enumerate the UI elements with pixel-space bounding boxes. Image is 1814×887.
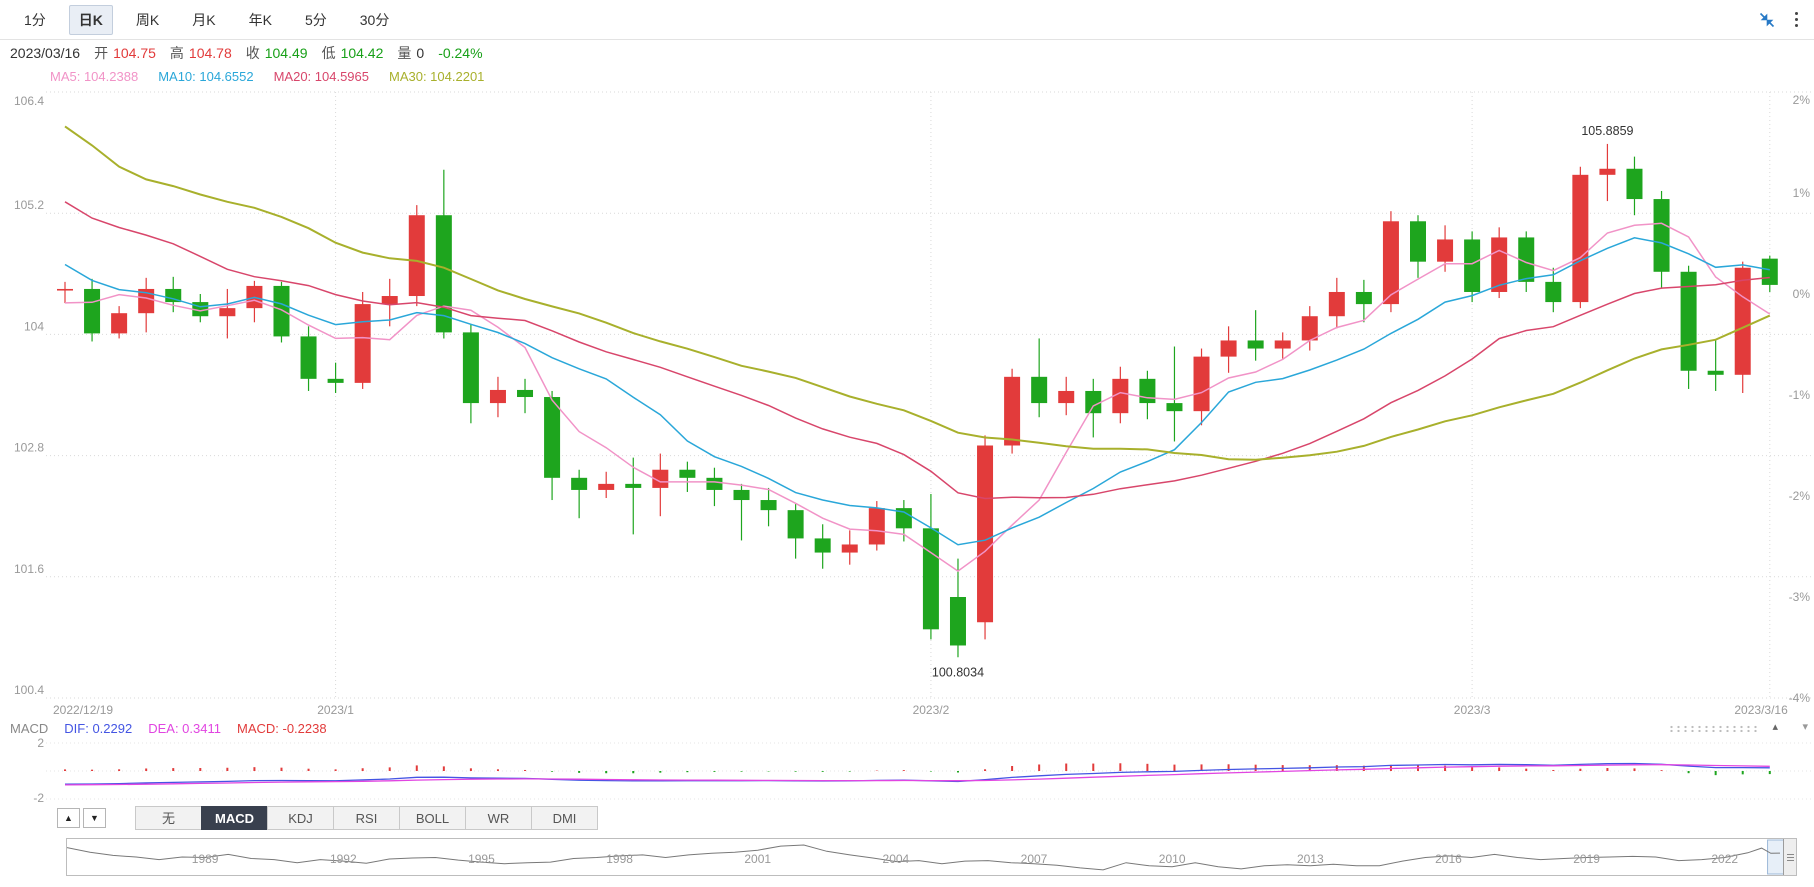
price-axis-label: 100.4 [14, 683, 44, 697]
ma-lines [64, 125, 1771, 573]
navigator-window [1767, 839, 1785, 875]
quote-low: 低 104.42 [321, 45, 384, 61]
price-axis-label: 104 [24, 319, 44, 333]
indicator-tabs: 无 MACD KDJ RSI BOLL WR DMI [135, 806, 598, 830]
indicator-tab-macd[interactable]: MACD [201, 806, 268, 830]
macd-axis-label: 2 [37, 738, 44, 750]
navigator-year-label: 2022 [1711, 852, 1738, 866]
collapse-chart-icon[interactable] [1757, 10, 1777, 30]
price-axis-label: 101.6 [14, 562, 44, 576]
timeframe-tab-5min[interactable]: 5分 [304, 11, 327, 28]
quote-open: 开 104.75 [94, 45, 156, 61]
x-axis-label: 2023/3/16 [1734, 703, 1788, 717]
quote-high: 高 104.78 [169, 45, 232, 61]
macd-legend-row: MACD DIF: 0.2292 DEA: 0.3411 MACD: -0.2238 … [0, 718, 1814, 738]
indicator-tab-dmi[interactable]: DMI [531, 806, 598, 830]
quote-date: 2023/03/16 [10, 45, 81, 61]
ma-line-ma30 [64, 125, 1771, 461]
timeframe-tab-1min[interactable]: 1分 [24, 11, 46, 28]
navigator-year-label: 2016 [1435, 852, 1462, 866]
ma-legend-ma30: MA30: 104.2201 [389, 68, 485, 84]
percent-axis-label: -3% [1789, 590, 1811, 604]
indicator-tab-boll[interactable]: BOLL [399, 806, 466, 830]
percent-axis-label: -4% [1789, 691, 1811, 705]
ma-line-ma5 [64, 222, 1771, 573]
navigator-year-label: 1989 [192, 852, 219, 866]
low-annotation: 100.8034 [932, 665, 984, 679]
quote-change-percent: -0.24% [438, 45, 483, 61]
history-navigator[interactable]: 1989 1992 1995 1998 2001 2004 2007 2010 2013 2016… [66, 838, 1797, 876]
timeframe-tab-monthly[interactable]: 月K [192, 11, 216, 28]
pane-up-button[interactable]: ▲ [57, 808, 80, 828]
pane-expand-icon[interactable]: ▴ [1772, 721, 1778, 733]
quote-fields: 开 104.75 高 104.78 收 104.49 低 104.42 量 0 [94, 43, 438, 63]
macd-legend-name: MACD [10, 720, 49, 736]
timeframe-tab-yearly[interactable]: 年K [248, 11, 272, 28]
navigator-year-label: 2007 [1021, 852, 1048, 866]
percent-axis-label: -2% [1789, 489, 1811, 503]
percent-axis-label: -1% [1789, 388, 1811, 402]
main-chart-canvas[interactable]: 106.4 105.2 104 102.8 101.6 100.4 2% 1% 0% -1% -2%… [0, 86, 1814, 718]
ma-line-ma10 [64, 237, 1770, 546]
pane-resize-grip[interactable] [1668, 725, 1760, 732]
toolbar-right [1757, 10, 1800, 30]
navigator-year-label: 2010 [1159, 852, 1186, 866]
candles[interactable] [57, 143, 1778, 658]
percent-axis-label: 0% [1793, 287, 1811, 301]
navigator-year-label: 2019 [1573, 852, 1600, 866]
percent-axis-label: 1% [1793, 186, 1811, 200]
ma-legend-ma10: MA10: 104.6552 [158, 68, 254, 84]
timeframe-tab-weekly[interactable]: 周K [135, 11, 160, 28]
high-annotation: 105.8859 [1581, 124, 1633, 138]
pane-collapse-icon[interactable]: ▾ [1802, 721, 1808, 733]
timeframe-toolbar: 1分 日K 周K 月K 年K 5分 30分 [0, 0, 1814, 40]
x-axis-label: 2023/3 [1454, 703, 1491, 717]
macd-canvas[interactable]: 2 -2 [0, 738, 1814, 804]
price-axis-label: 106.4 [14, 94, 44, 108]
navigator-line [67, 844, 1781, 871]
navigator-handle[interactable] [1783, 839, 1796, 875]
ma-legend-ma5: MA5: 104.2388 [50, 68, 139, 84]
navigator-year-label: 1992 [330, 852, 357, 866]
quote-bar: 2023/03/16 开 104.75 高 104.78 收 104.49 低 104.42 量… [0, 40, 1814, 66]
indicator-tab-wr[interactable]: WR [465, 806, 532, 830]
quote-close: 收 104.49 [245, 45, 308, 61]
macd-legend: MACD DIF: 0.2292 DEA: 0.3411 MACD: -0.2238 [10, 721, 343, 736]
price-axis-label: 102.8 [14, 441, 44, 455]
macd-axis-label: -2 [33, 791, 44, 804]
timeframe-tab-daily[interactable]: 日K [68, 4, 113, 35]
navigator-year-label: 1998 [606, 852, 633, 866]
x-axis-label: 2023/1 [317, 703, 354, 717]
dea-line [64, 764, 1770, 786]
timeframe-tabs: 1分 日K 周K 月K 年K 5分 30分 [14, 4, 412, 35]
pane-down-button[interactable]: ▼ [83, 808, 106, 828]
navigator-canvas[interactable]: 1989 1992 1995 1998 2001 2004 2007 2010 2013 2016… [67, 839, 1796, 875]
navigator-year-label: 1995 [468, 852, 495, 866]
price-axis-label: 105.2 [14, 198, 44, 212]
percent-axis-label: 2% [1793, 93, 1811, 107]
navigator-year-label: 2004 [883, 852, 910, 866]
ma-line-ma20 [64, 201, 1770, 500]
navigator-year-label: 2001 [744, 852, 771, 866]
ma-legend: MA5: 104.2388 MA10: 104.6552 MA20: 104.596… [0, 66, 1814, 86]
indicator-tab-kdj[interactable]: KDJ [267, 806, 334, 830]
macd-legend-macd: MACD: -0.2238 [236, 720, 327, 736]
annotations: 105.8859 100.8034 [932, 124, 1634, 679]
macd-legend-dea: DEA: 0.3411 [148, 720, 221, 736]
ma-legend-ma20: MA20: 104.5965 [273, 68, 369, 84]
x-axis-label: 2023/2 [913, 703, 950, 717]
macd-legend-dif: DIF: 0.2292 [64, 720, 133, 736]
x-axis-label: 2022/12/19 [53, 703, 113, 717]
grid-lines: 106.4 105.2 104 102.8 101.6 100.4 2% 1% 0% -1% -2%… [14, 91, 1814, 717]
indicator-tabbar: ▲ ▼ 无 MACD KDJ RSI BOLL WR DMI [0, 804, 1814, 832]
indicator-tab-rsi[interactable]: RSI [333, 806, 400, 830]
timeframe-tab-30min[interactable]: 30分 [359, 11, 390, 28]
more-menu-icon[interactable] [1793, 10, 1800, 29]
navigator-year-label: 2013 [1297, 852, 1324, 866]
indicator-tab-none[interactable]: 无 [135, 806, 202, 830]
